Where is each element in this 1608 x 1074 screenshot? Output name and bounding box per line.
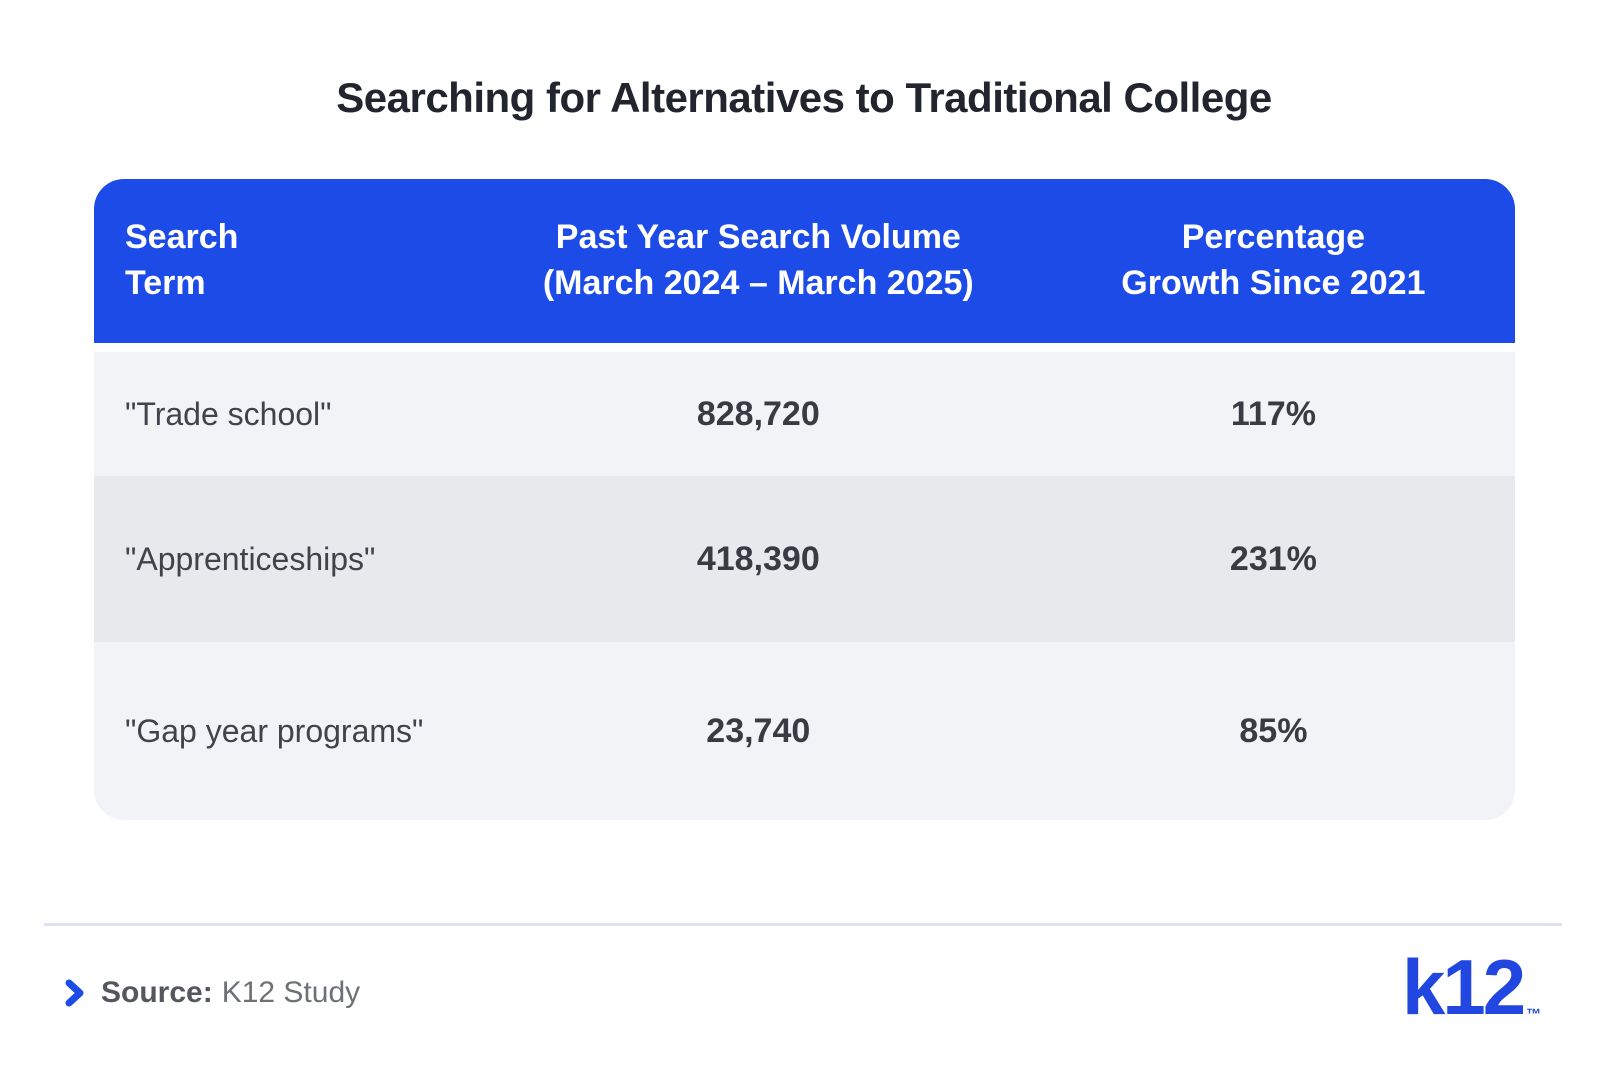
growth-cell: 231% (1229, 539, 1317, 578)
search-volume-cell: 828,720 (696, 394, 820, 433)
growth-cell: 117% (1230, 394, 1316, 433)
header-line: (March 2024 – March 2025) (542, 264, 974, 302)
footer-divider (44, 923, 1562, 926)
k12-logo: k12 ™ (1402, 948, 1541, 1026)
search-term-cell: "Apprenticeships" (125, 540, 376, 577)
header-line: Percentage (1181, 218, 1366, 257)
growth-cell: 85% (1239, 711, 1308, 750)
table-body: "Trade school" 828,720 117% "Apprentices… (94, 352, 1515, 820)
chevron-right-icon (64, 979, 86, 1007)
column-header-growth: Percentage Growth Since 2021 (1032, 215, 1515, 307)
search-term-cell: "Trade school" (125, 395, 332, 432)
page-title: Searching for Alternatives to Traditiona… (336, 74, 1272, 121)
k12-logo-text: k12 (1402, 943, 1526, 1031)
source-label: Source: (101, 976, 213, 1009)
column-header-search-term: Search Term (94, 215, 485, 307)
search-volume-cell: 418,390 (696, 539, 820, 578)
source-text: Source: K12 Study (101, 976, 360, 1010)
trademark-symbol: ™ (1526, 1006, 1542, 1023)
table-row: "Gap year programs" 23,740 85% (94, 642, 1515, 820)
table-row: "Apprenticeships" 418,390 231% (94, 476, 1515, 642)
table-header-row: Search Term Past Year Search Volume (Mar… (94, 179, 1515, 343)
header-line: Term (125, 264, 206, 302)
header-line: Growth Since 2021 (1121, 264, 1426, 302)
search-volume-cell: 23,740 (706, 711, 811, 750)
search-term-cell: "Gap year programs" (125, 712, 424, 749)
header-line: Search (125, 218, 239, 257)
column-header-search-volume: Past Year Search Volume (March 2024 – Ma… (485, 215, 1032, 307)
header-line: Past Year Search Volume (555, 218, 961, 257)
table-row: "Trade school" 828,720 117% (94, 352, 1515, 476)
source-value: K12 Study (221, 976, 361, 1009)
source-line: Source: K12 Study (64, 976, 360, 1010)
search-terms-table: Search Term Past Year Search Volume (Mar… (94, 179, 1515, 820)
